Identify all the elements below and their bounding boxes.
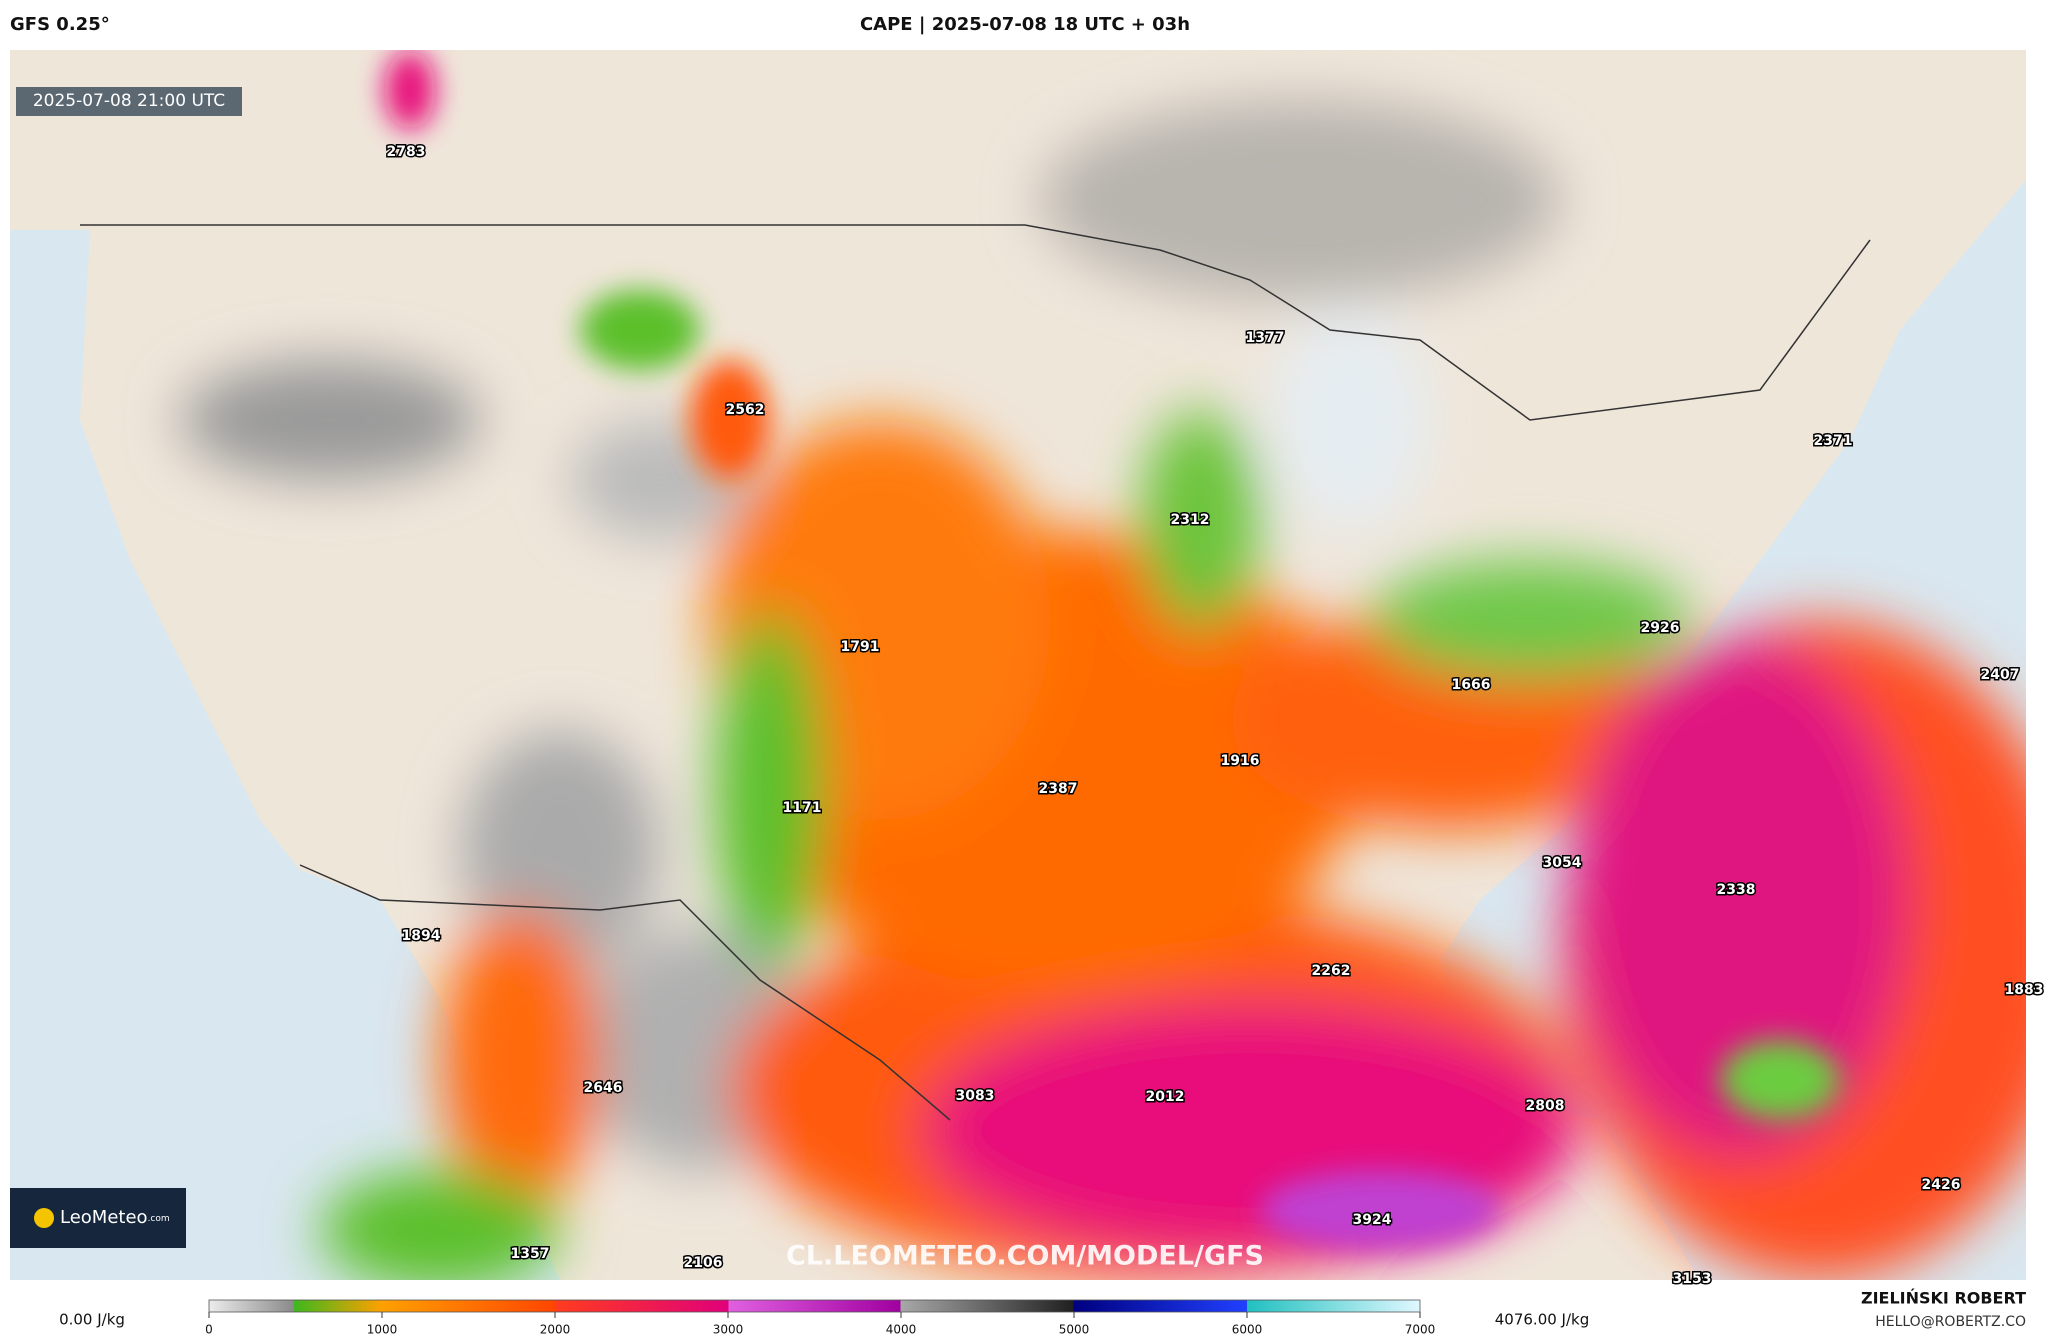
- cape-label: 2338: [1717, 882, 1756, 898]
- logo-sun: [34, 1208, 54, 1228]
- watermark: CL.LEOMETEO.COM/MODEL/GFS: [786, 1241, 1264, 1272]
- cape-label: 2426: [1922, 1177, 1961, 1193]
- colorbar-min: 0.00 J/kg: [59, 1311, 125, 1329]
- logo-suffix: .com: [148, 1214, 170, 1224]
- cape-detail: [385, 50, 1840, 1250]
- cape-label: 2262: [1312, 963, 1351, 979]
- cape-label: 2387: [1039, 781, 1078, 797]
- map-area: [10, 50, 2026, 1280]
- cape-label: 3083: [956, 1088, 995, 1104]
- colorbar-tick-label: 3000: [713, 1323, 744, 1337]
- colorbar-ticks: 0 1000 2000 3000 4000 5000 6000 7000: [205, 1312, 1435, 1337]
- cape-label: 2407: [1981, 667, 2020, 683]
- colorbar-tick-label: 2000: [540, 1323, 571, 1337]
- cape-label: 2808: [1526, 1098, 1565, 1114]
- cape-label: 2012: [1146, 1089, 1185, 1105]
- author: ZIELIŃSKI ROBERT: [1861, 1289, 2026, 1308]
- cape-label: 3054: [1543, 855, 1582, 871]
- colorbar: [208, 1299, 1421, 1313]
- colorbar-tick-label: 6000: [1232, 1323, 1263, 1337]
- cape-label: 2371: [1814, 433, 1853, 449]
- cape-label: 2783: [387, 144, 426, 160]
- cape-label: 1916: [1221, 753, 1260, 769]
- map-title: CAPE | 2025-07-08 18 UTC + 03h: [860, 14, 1190, 35]
- cape-label: 2646: [584, 1080, 623, 1096]
- cape-label: 3153: [1673, 1271, 1712, 1287]
- cape-field: [180, 100, 2026, 1280]
- cape-label: 3924: [1353, 1212, 1392, 1228]
- logo-name: LeoMeteo: [60, 1207, 148, 1228]
- valid-time: 2025-07-08 21:00 UTC: [33, 91, 225, 111]
- colorbar-tick-label: 4000: [886, 1323, 917, 1337]
- colorbar-tick-label: 1000: [367, 1323, 398, 1337]
- colorbar-max: 4076.00 J/kg: [1495, 1311, 1589, 1329]
- cape-label: 2106: [684, 1255, 723, 1271]
- colorbar-tick-label: 5000: [1059, 1323, 1090, 1337]
- cape-label: 1171: [783, 800, 822, 816]
- cape-label: 2562: [726, 402, 765, 418]
- colorbar-tick-label: 0: [205, 1323, 213, 1337]
- cape-label: 1791: [841, 639, 880, 655]
- colorbar-tick-label: 7000: [1405, 1323, 1436, 1337]
- cape-label: 1357: [511, 1246, 550, 1262]
- time-box: [16, 87, 242, 116]
- map-labels: 2783 2562 1377 2312 2371 2926 1791 1666 …: [385, 143, 2045, 1289]
- cape-label: 2926: [1641, 620, 1680, 636]
- cape-label: 1883: [2005, 982, 2044, 998]
- model-name: GFS 0.25°: [10, 14, 110, 35]
- cape-label: 1666: [1452, 677, 1491, 693]
- cape-label: 1894: [402, 928, 441, 944]
- cape-label: 1377: [1246, 330, 1285, 346]
- logo-text: LeoMeteo.com: [60, 1207, 170, 1228]
- borders: [80, 224, 1871, 1121]
- pacific-ocean: [10, 230, 560, 1280]
- contact: HELLO@ROBERTZ.CO: [1875, 1314, 2026, 1330]
- cape-label: 2312: [1171, 512, 1210, 528]
